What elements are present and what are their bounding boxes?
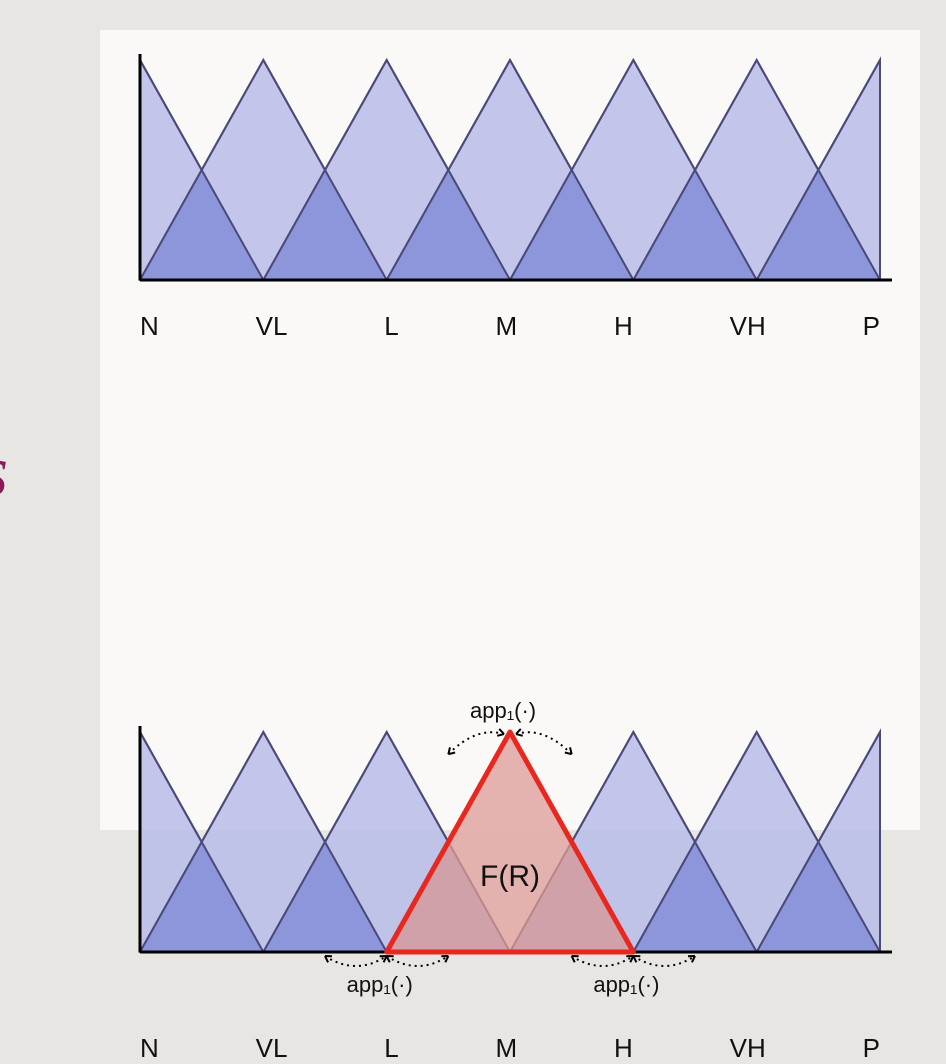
diagram-frame: N VL L M H VH P app₁(·) F(R) app₁(·) app… (100, 30, 920, 830)
axis-label: H (614, 311, 633, 342)
axis-label: M (496, 311, 518, 342)
bottom-fuzzy-sets-svg (120, 692, 900, 982)
axis-label: N (140, 311, 159, 342)
axis-label: N (140, 1033, 159, 1064)
cropped-side-text: s (0, 430, 8, 513)
bottom-axis-labels: N VL L M H VH P (120, 987, 900, 1064)
top-fuzzy-sets-svg (120, 50, 900, 300)
axis-label: M (496, 1033, 518, 1064)
axis-label: P (863, 311, 880, 342)
annotation-bottom-left: app₁(·) (347, 972, 413, 998)
axis-label: L (384, 311, 398, 342)
axis-label: VH (730, 1033, 766, 1064)
axis-label: VL (256, 311, 288, 342)
top-axis-labels: N VL L M H VH P (120, 305, 900, 342)
annotation-bottom-right: app₁(·) (593, 972, 659, 998)
axis-label: L (384, 1033, 398, 1064)
bottom-panel: app₁(·) F(R) app₁(·) app₁(·) N VL L M H … (120, 692, 900, 1064)
top-panel: N VL L M H VH P (120, 50, 900, 342)
annotation-top: app₁(·) (470, 698, 536, 724)
axis-label: VL (256, 1033, 288, 1064)
axis-label: H (614, 1033, 633, 1064)
axis-label: VH (730, 311, 766, 342)
fr-label: F(R) (480, 860, 540, 894)
axis-label: P (863, 1033, 880, 1064)
